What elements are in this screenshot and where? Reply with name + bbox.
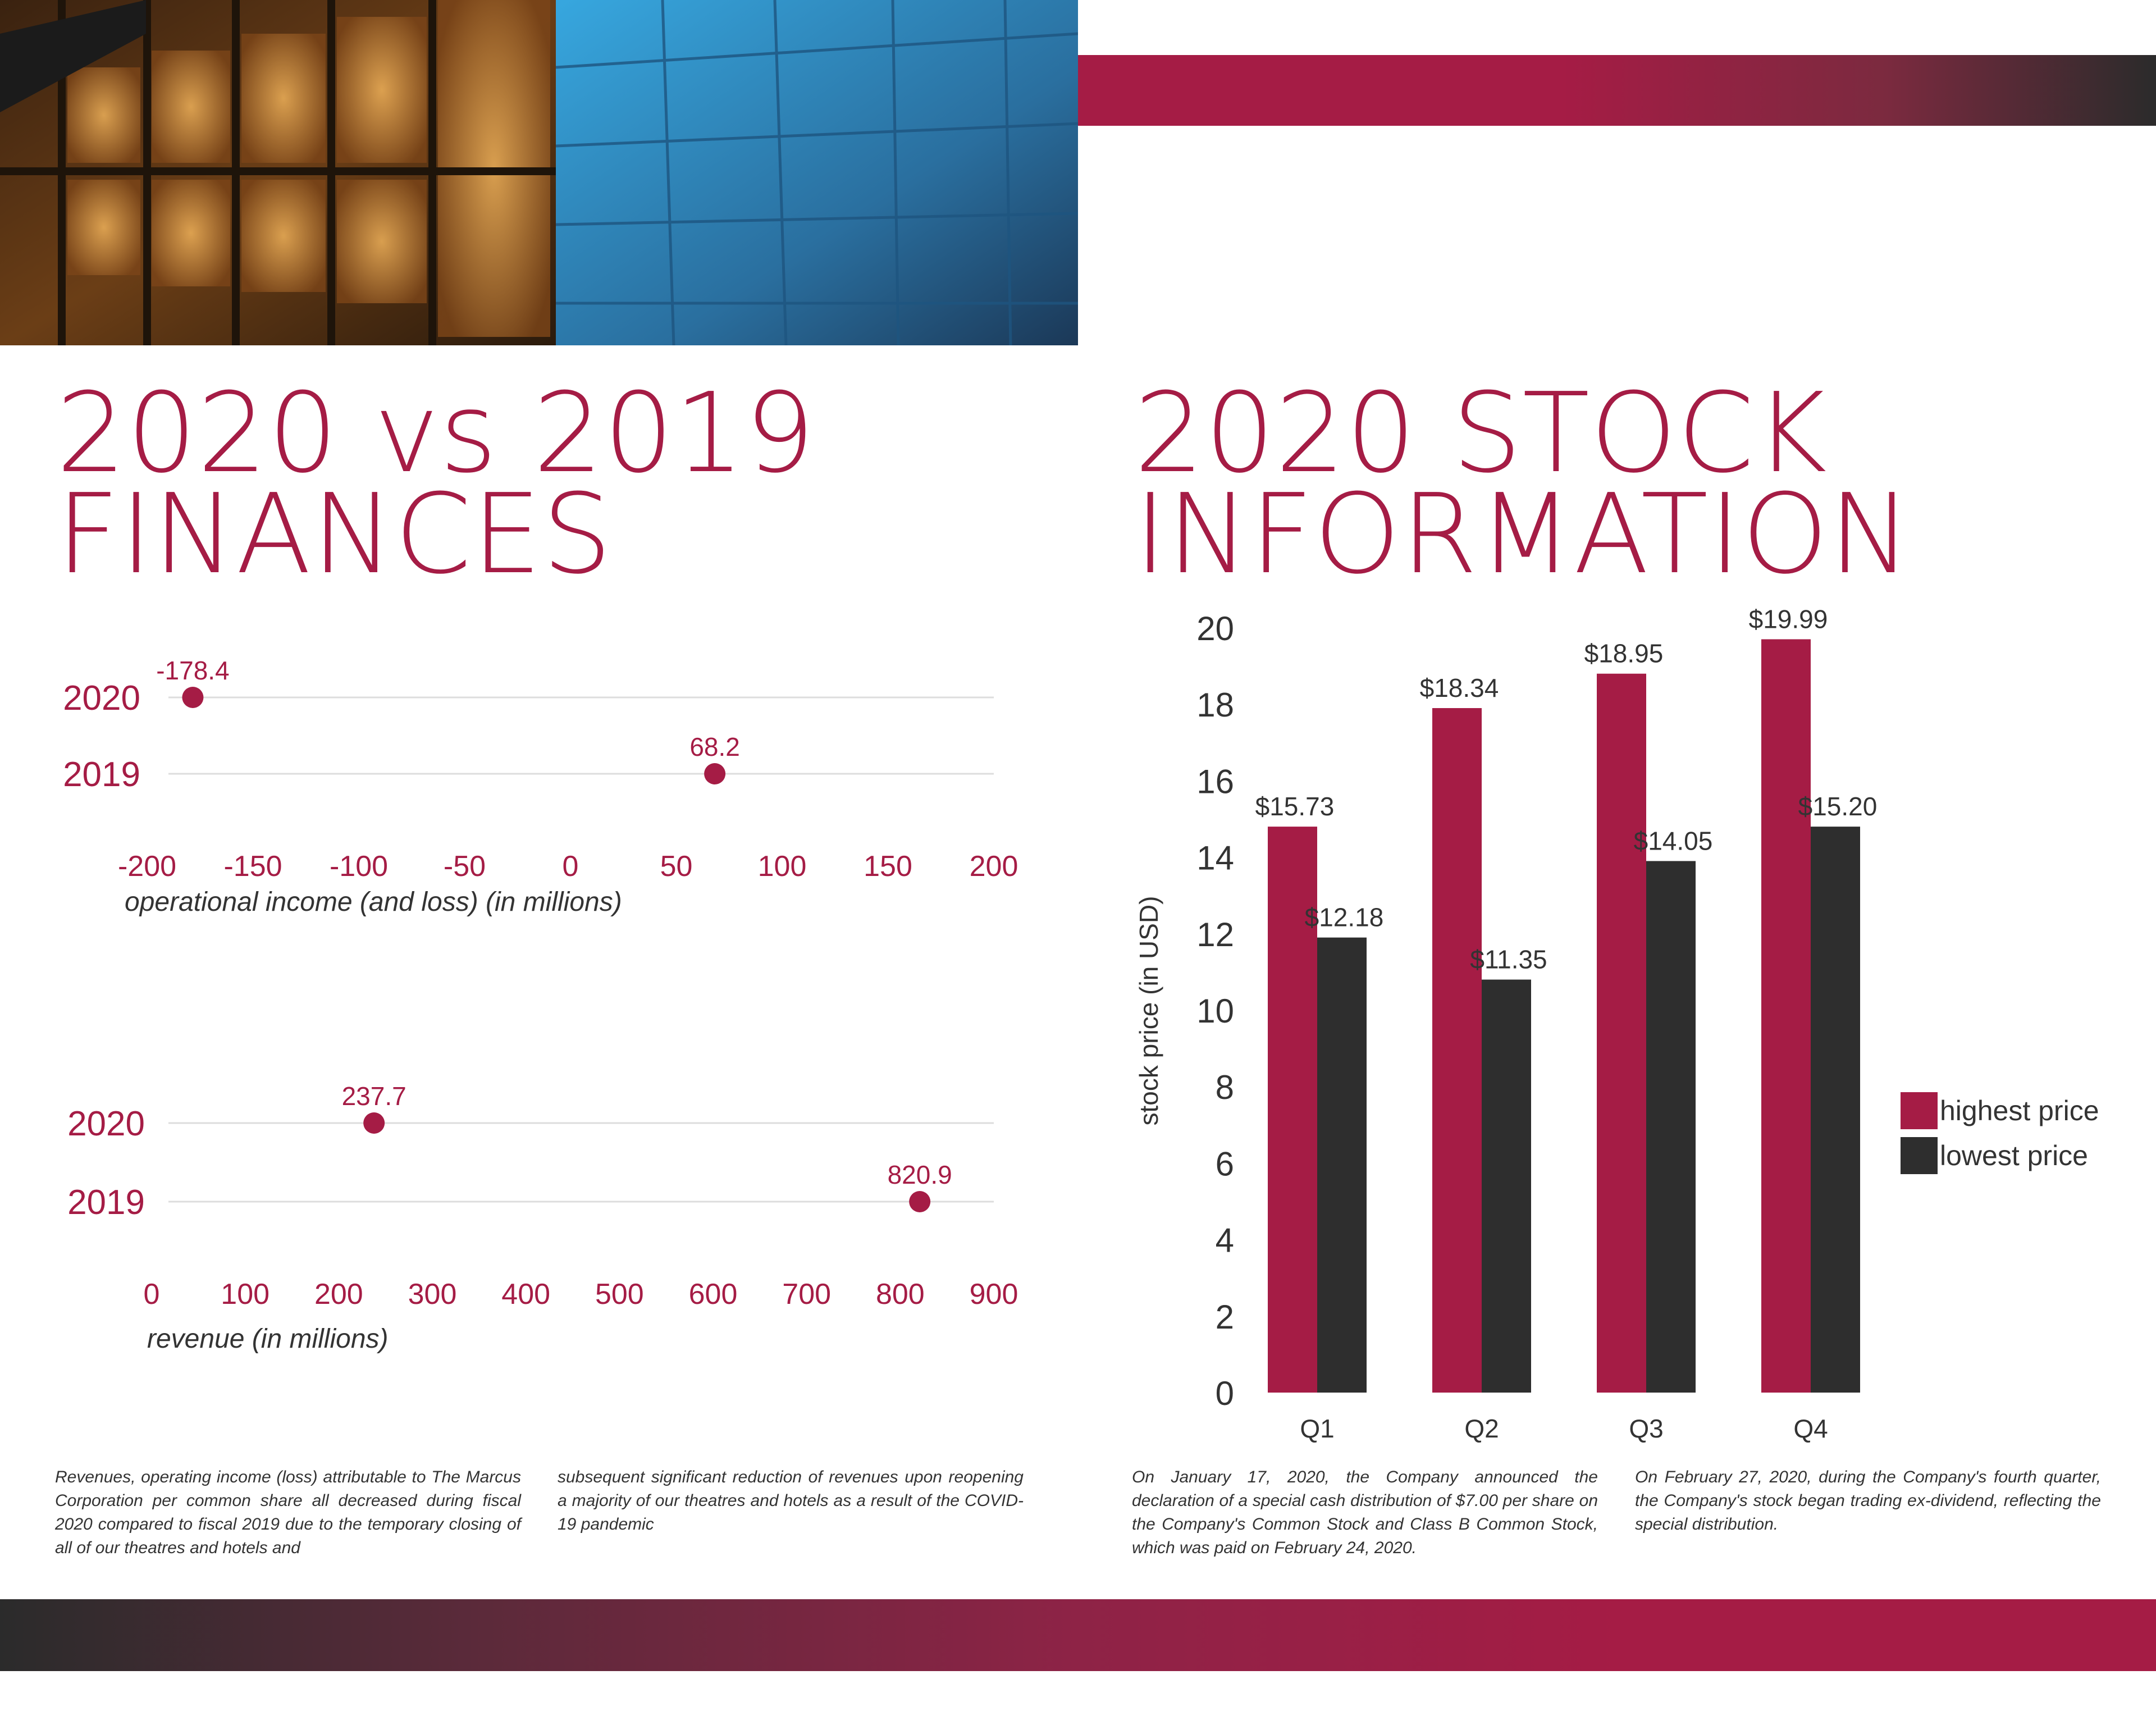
stock-paragraph-col2: On February 27, 2020, during the Company… <box>1635 1468 2101 1534</box>
data-point-2019 <box>909 1191 931 1212</box>
y-tick-label: 2 <box>1216 1298 1234 1336</box>
x-tick-label: 100 <box>758 850 807 883</box>
y-axis-title: stock price (in USD) <box>1134 896 1163 1126</box>
bar-label-Q4-high: $19.99 <box>1749 604 1828 633</box>
x-tick-label: 0 <box>144 1278 160 1311</box>
x-tick-label: 600 <box>689 1278 738 1311</box>
bar-label-Q3-low: $14.05 <box>1634 826 1713 855</box>
y-tick-label: 20 <box>1196 610 1234 647</box>
header-photo <box>0 0 1078 345</box>
x-tick-label-Q4: Q4 <box>1793 1414 1828 1443</box>
data-point-2020 <box>363 1112 385 1134</box>
legend-swatch-low <box>1901 1137 1938 1174</box>
data-point-2019 <box>704 763 726 784</box>
bar-Q2-low <box>1482 979 1531 1393</box>
x-tick-label-Q2: Q2 <box>1464 1414 1499 1443</box>
bar-label-Q1-low: $12.18 <box>1305 903 1384 932</box>
y-tick-label: 18 <box>1196 686 1234 724</box>
header-accent-bar <box>1078 55 2156 126</box>
x-tick-label: -150 <box>223 850 282 883</box>
data-label-2019: 68.2 <box>689 732 740 761</box>
x-tick-label: 150 <box>864 850 912 883</box>
x-tick-label-Q3: Q3 <box>1629 1414 1663 1443</box>
legend-label-high: highest price <box>1940 1095 2099 1126</box>
x-tick-label: -100 <box>330 850 388 883</box>
row-label-2020: 2020 <box>63 679 140 718</box>
finances-paragraph-col1: Revenues, operating income (loss) attrib… <box>55 1468 521 1557</box>
stock-price-chart: 0 2 4 6 8 10 12 14 16 18 20 stock price (in USD) $15… <box>1134 604 2099 1443</box>
bar-label-Q2-high: $18.34 <box>1420 673 1499 702</box>
bar-Q4-high <box>1761 639 1811 1393</box>
y-tick-label: 12 <box>1196 916 1234 953</box>
x-tick-label: 300 <box>408 1278 457 1311</box>
data-label-2020: -178.4 <box>156 656 229 685</box>
stock-title: 2020 STOCK INFORMATION <box>1134 369 1912 599</box>
x-tick-label: 900 <box>970 1278 1018 1311</box>
x-tick-label-Q1: Q1 <box>1300 1414 1334 1443</box>
bar-Q3-high <box>1597 673 1646 1393</box>
bar-label-Q4-low: $15.20 <box>1798 792 1878 821</box>
stock-title-line2: INFORMATION <box>1134 471 1912 599</box>
data-label-2019: 820.9 <box>888 1160 952 1189</box>
footer-accent-bar <box>0 1599 2156 1671</box>
y-tick-label: 14 <box>1196 839 1234 877</box>
x-tick-label: 400 <box>501 1278 550 1311</box>
row-label-2019: 2019 <box>67 1183 145 1222</box>
x-axis-title: revenue (in millions) <box>147 1324 389 1354</box>
data-label-2020: 237.7 <box>342 1081 406 1111</box>
row-label-2019: 2019 <box>63 755 140 794</box>
bar-Q4-low <box>1811 827 1860 1393</box>
x-tick-label: 100 <box>221 1278 270 1311</box>
bar-Q1-high <box>1268 827 1317 1393</box>
x-tick-label: -200 <box>118 850 176 883</box>
y-tick-label: 16 <box>1196 763 1234 800</box>
finances-title-line2: FINANCES <box>56 471 613 599</box>
row-label-2020: 2020 <box>67 1105 145 1143</box>
y-tick-label: 8 <box>1216 1069 1234 1106</box>
y-tick-label: 0 <box>1216 1375 1234 1412</box>
bar-Q3-low <box>1646 861 1696 1393</box>
operational-income-chart: 2020 -178.4 2019 68.2 -200 -150 -100 -50 0 50 100 1… <box>63 656 1018 917</box>
bar-label-Q2-low: $11.35 <box>1470 945 1547 974</box>
bar-label-Q3-high: $18.95 <box>1584 639 1664 668</box>
x-tick-label: 500 <box>595 1278 644 1311</box>
bar-Q2-high <box>1432 708 1482 1393</box>
x-tick-label: 800 <box>876 1278 925 1311</box>
y-tick-label: 6 <box>1216 1145 1234 1183</box>
finances-title-line1: 2020 vs 2019 <box>56 369 816 498</box>
x-axis-title: operational income (and loss) (in millio… <box>125 887 622 917</box>
x-tick-label: -50 <box>444 850 486 883</box>
stock-paragraph-col1: On January 17, 2020, the Company announc… <box>1132 1468 1598 1557</box>
x-tick-label: 700 <box>782 1278 831 1311</box>
bar-label-Q1-high: $15.73 <box>1255 792 1335 821</box>
finances-title: 2020 vs 2019 FINANCES <box>56 369 816 599</box>
legend-label-low: lowest price <box>1940 1140 2088 1171</box>
data-point-2020 <box>182 687 204 708</box>
finances-paragraph-col2: subsequent significant reduction of reve… <box>558 1468 1024 1534</box>
revenue-chart: 2020 237.7 2019 820.9 0 100 200 300 400 500 600 700… <box>67 1081 1018 1354</box>
bar-Q1-low <box>1317 937 1367 1393</box>
x-tick-label: 0 <box>563 850 579 883</box>
legend-swatch-high <box>1901 1092 1938 1129</box>
x-tick-label: 200 <box>970 850 1018 883</box>
x-tick-label: 200 <box>314 1278 363 1311</box>
x-tick-label: 50 <box>660 850 693 883</box>
y-tick-label: 10 <box>1196 992 1234 1030</box>
stock-title-line1: 2020 STOCK <box>1134 369 1828 498</box>
y-tick-label: 4 <box>1216 1222 1234 1259</box>
